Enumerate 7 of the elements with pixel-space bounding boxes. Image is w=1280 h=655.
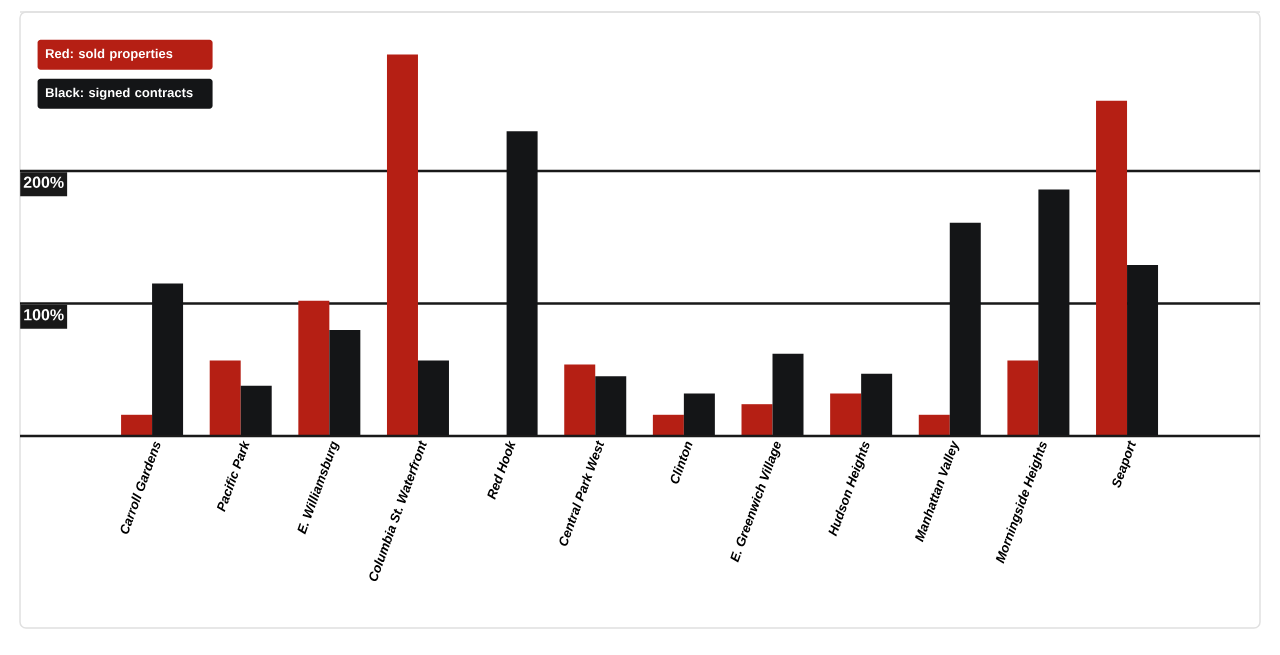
y-tick-label: 200% — [23, 176, 64, 188]
text: Red: sold properties — [45, 48, 173, 61]
text: Black: signed contracts — [45, 87, 193, 100]
y-tick-label: 100% — [24, 309, 64, 321]
x-tick-label: Clinton — [670, 441, 693, 484]
x-tick-label: Pacific Park — [216, 440, 250, 513]
x-tick-label: Red Hook — [487, 440, 516, 500]
